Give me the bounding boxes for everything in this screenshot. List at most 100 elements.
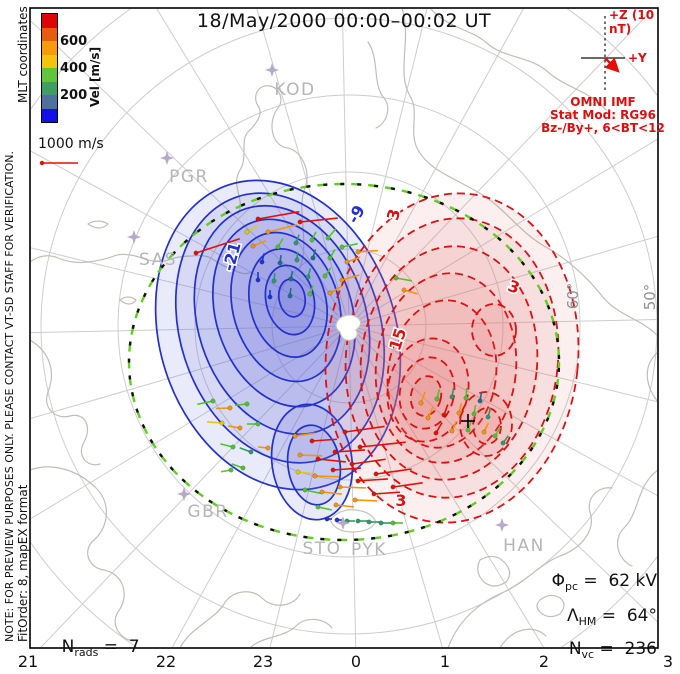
mlt-meridian	[31, 20, 350, 327]
imf-info-block: OMNI IMF Stat Mod: RG96 Bz-/By+, 6<BT<12	[518, 96, 680, 135]
velocity-vector	[287, 287, 293, 299]
velocity-vector	[463, 387, 469, 401]
vector-origin-dot	[418, 400, 424, 406]
velocity-vector	[342, 425, 385, 435]
vector-tail	[195, 238, 240, 254]
velocity-vector	[312, 473, 340, 479]
velocity-vector	[319, 489, 342, 495]
vector-origin-dot	[210, 398, 216, 404]
vector-origin-dot	[332, 449, 338, 455]
vector-origin-dot	[352, 497, 358, 503]
mlt-meridian	[269, 325, 350, 647]
velocity-vector	[327, 248, 336, 261]
velocity-vector	[355, 478, 388, 484]
vector-origin-dot	[259, 259, 265, 265]
vector-origin-dot	[275, 244, 281, 250]
radar-markers	[127, 63, 509, 532]
velocity-vector	[337, 484, 367, 490]
velocity-vector	[307, 285, 314, 297]
vector-tail	[206, 421, 223, 424]
velocity-vector	[234, 401, 250, 407]
vector-tail	[357, 478, 388, 482]
mlt-axis-tick-label: 21	[17, 652, 39, 671]
colorbar-segment	[42, 14, 57, 28]
station-label: SAS	[139, 250, 177, 270]
mlt-meridian	[31, 325, 350, 520]
velocity-vector	[434, 389, 441, 402]
velocity-vector	[292, 432, 315, 439]
plot-title: 18/May/2000 00:00–00:02 UT	[196, 10, 492, 32]
vector-origin-dot	[355, 478, 361, 484]
mlt-meridian	[341, 9, 350, 327]
colorbar-tick-label: 200	[60, 88, 88, 103]
vector-origin-dot	[293, 240, 299, 246]
vector-tail	[341, 242, 358, 248]
stat-subscript: rads	[74, 646, 99, 659]
coastline-path	[250, 618, 333, 647]
mlt-meridian	[348, 325, 657, 403]
vector-origin-dot	[250, 243, 256, 249]
vector-origin-dot	[302, 487, 308, 493]
vector-origin-dot	[441, 412, 447, 418]
coastline-path	[646, 352, 657, 402]
colorbar-segment	[42, 95, 57, 109]
mlt-meridian	[31, 325, 350, 419]
velocity-vector	[449, 387, 455, 400]
stat-subscript: HM	[578, 615, 597, 628]
vector-tail	[395, 277, 412, 282]
velocity-vector	[297, 217, 338, 225]
mlt-axis-tick-label: 3	[662, 652, 674, 671]
velocity-vector	[231, 463, 246, 471]
velocity-vector	[228, 425, 243, 431]
vector-tail	[294, 432, 315, 437]
coastline-path	[179, 591, 301, 647]
vector-origin-dot	[305, 274, 311, 280]
vector-origin-dot	[373, 471, 379, 477]
velocity-vector	[271, 272, 277, 284]
vector-origin-dot	[307, 291, 313, 297]
vector-tail	[344, 425, 385, 433]
velocity-vector	[310, 249, 317, 261]
radar-star-icon	[127, 230, 141, 244]
vector-origin-dot	[315, 456, 321, 462]
mlt-meridian	[348, 325, 657, 496]
velocity-vector	[485, 408, 492, 420]
vector-origin-dot	[342, 429, 348, 435]
latitude-label: 60°	[564, 283, 582, 310]
contour-value-label: 3	[395, 491, 406, 510]
mlt-meridian	[256, 9, 350, 327]
radar-star-icon	[336, 516, 350, 530]
velocity-vector	[371, 491, 400, 497]
stat-lambda-hm: ΛHM = 64°	[545, 586, 657, 648]
imf-model: Stat Mod: RG96	[550, 108, 656, 122]
mlt-meridian	[31, 325, 350, 334]
velocity-vector	[244, 225, 258, 235]
vector-tail	[311, 438, 337, 442]
vector-origin-dot	[287, 293, 293, 299]
velocity-vector	[265, 223, 298, 235]
imf-z-axis-label: +Z (10 nT)	[609, 8, 655, 36]
radar-star-icon	[495, 518, 509, 532]
vector-origin-dot	[334, 517, 340, 523]
velocity-vector	[277, 254, 283, 266]
vector-origin-dot	[378, 520, 384, 526]
velocity-vector	[344, 256, 361, 265]
velocity-vector	[477, 391, 483, 404]
latitude-ring	[194, 171, 504, 481]
colorbar-segment	[42, 108, 57, 122]
colorbar-tick-label: 600	[60, 34, 88, 49]
vector-tail	[317, 458, 346, 463]
vector-origin-dot	[433, 430, 439, 436]
vector-origin-dot	[324, 516, 330, 522]
velocity-vector	[449, 420, 458, 434]
velocity-vectors	[193, 210, 509, 526]
vector-origin-dot	[312, 473, 318, 479]
vector-origin-dot	[227, 405, 233, 411]
velocity-vector	[215, 405, 233, 411]
stat-n-rads: Nrads = 7	[40, 617, 140, 674]
colorbar-segment	[42, 27, 57, 41]
mlt-axis-tick-label: 23	[252, 652, 274, 671]
vector-origin-dot	[366, 519, 372, 525]
vector-tail	[354, 499, 378, 502]
